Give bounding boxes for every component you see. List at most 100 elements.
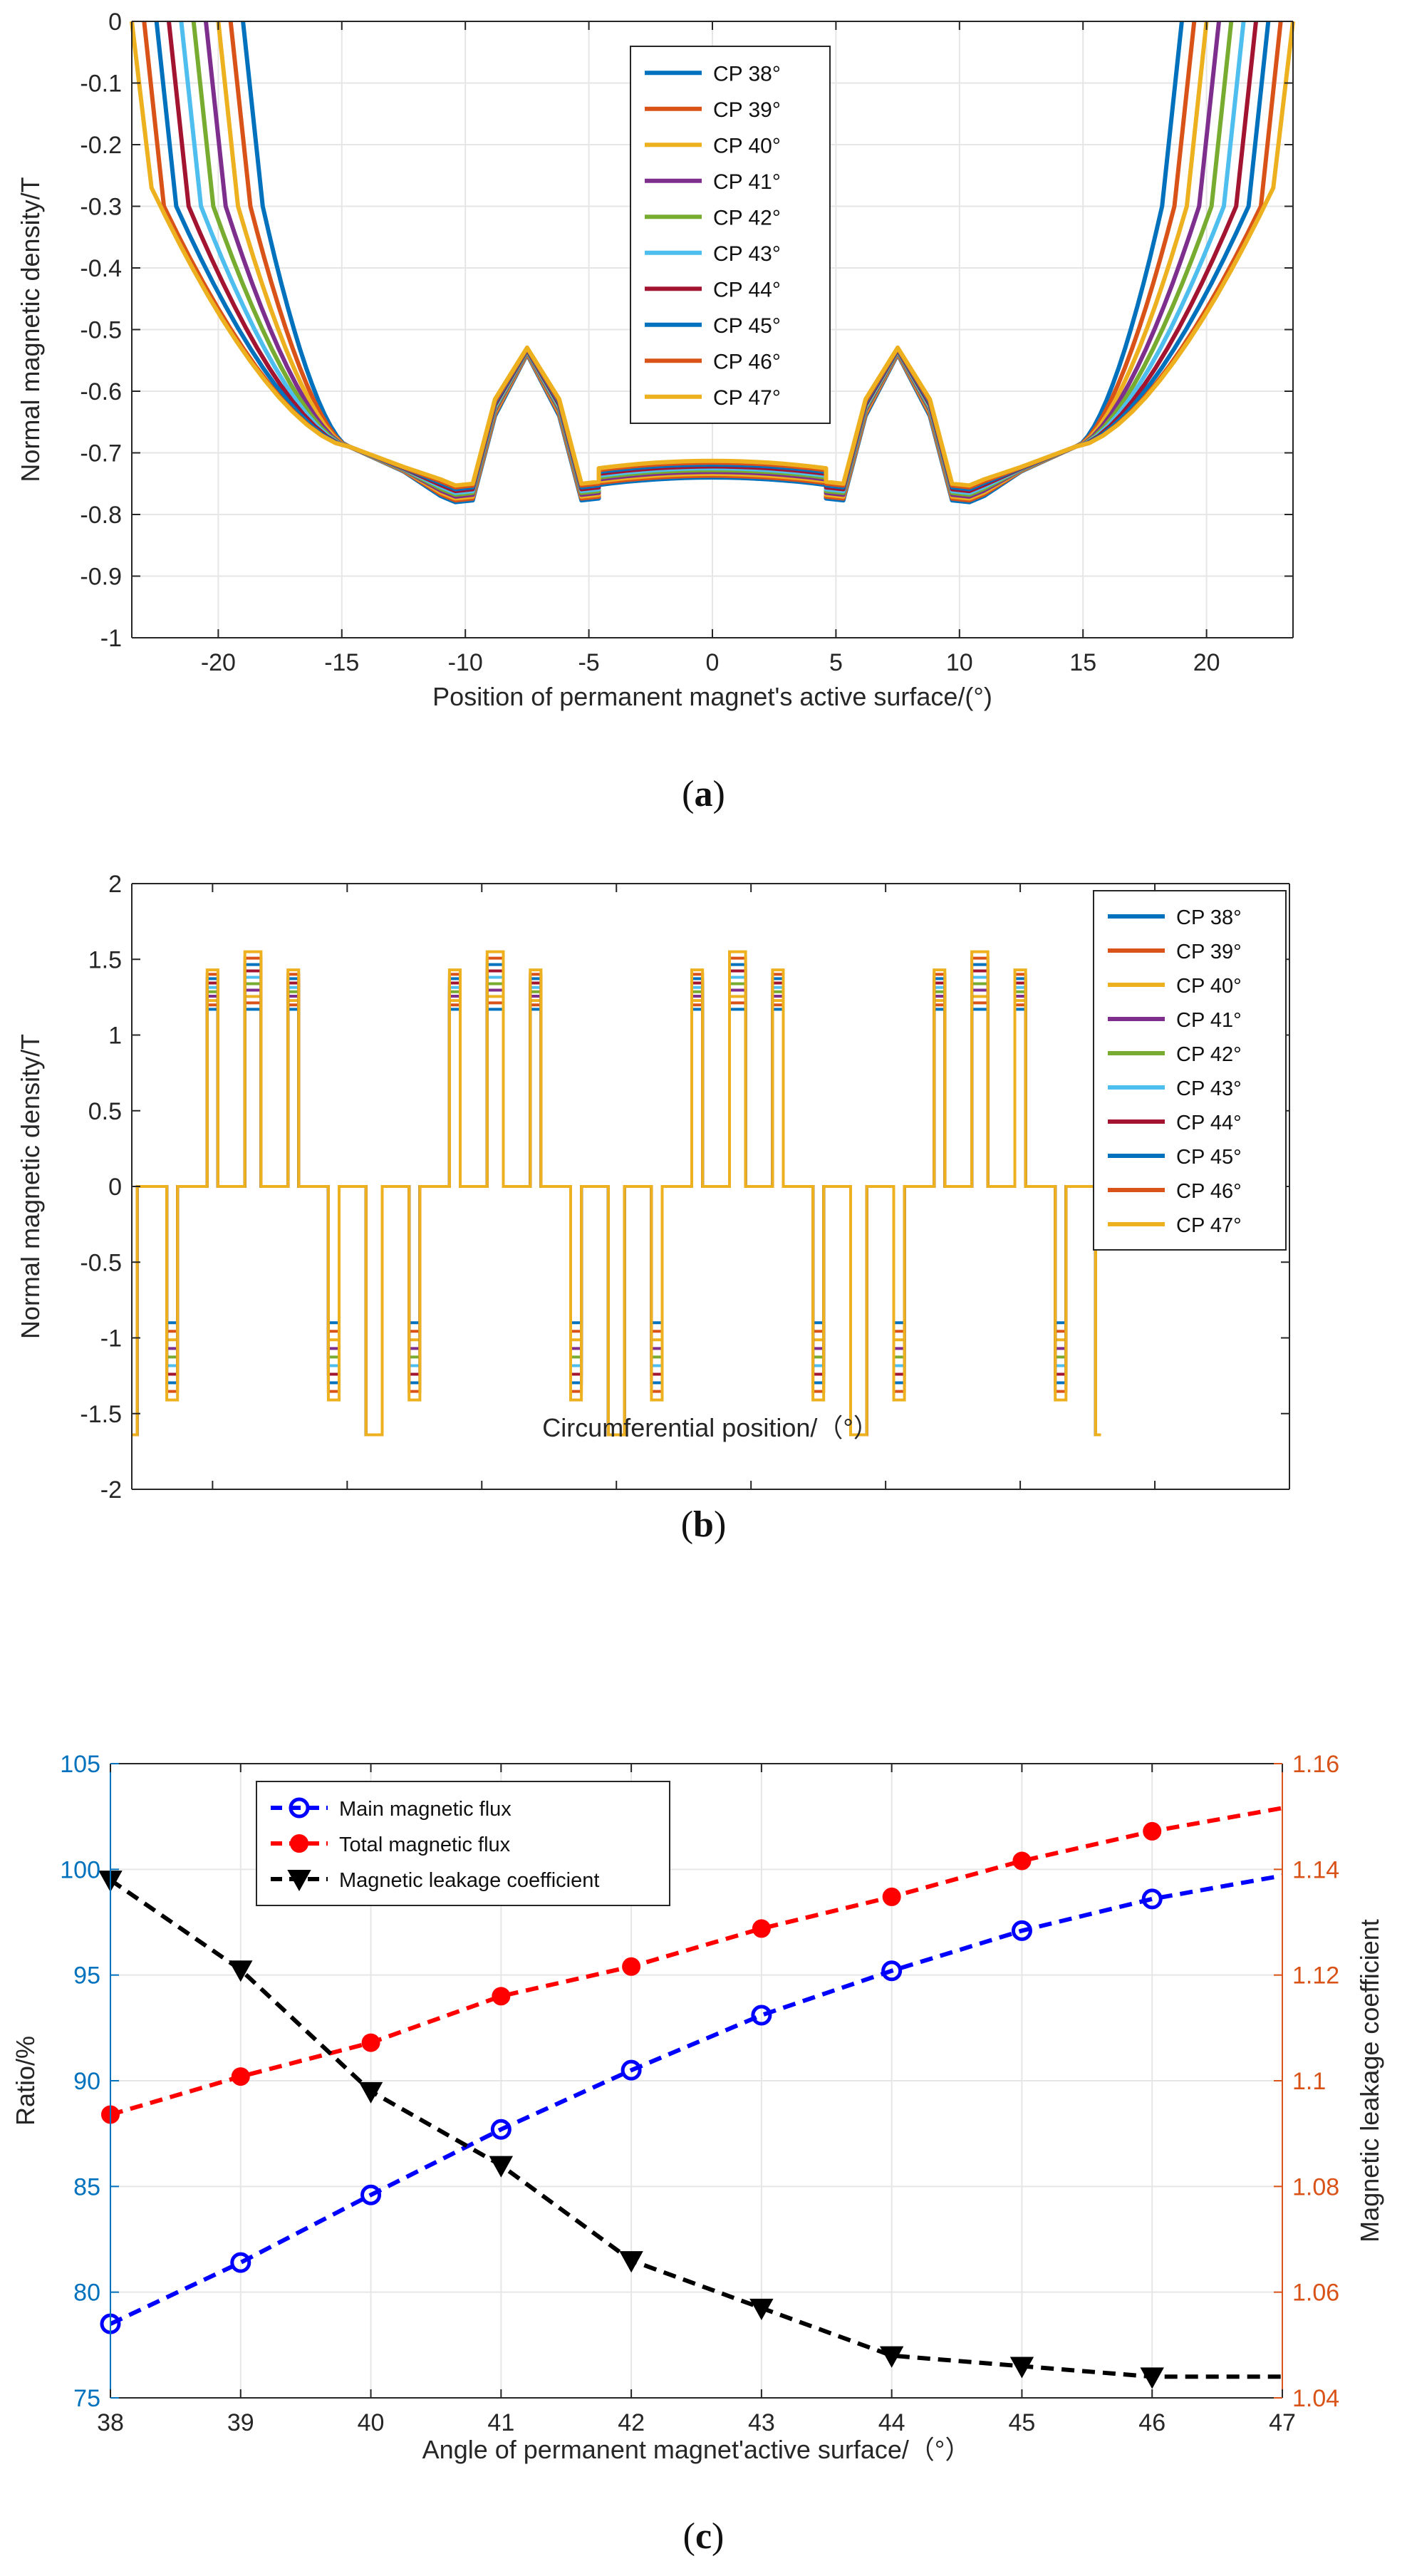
series-line-2 xyxy=(110,1806,1283,2117)
y-tick-label: -0.8 xyxy=(80,502,122,529)
data-point xyxy=(1143,1821,1162,1841)
data-point xyxy=(882,1887,901,1906)
legend-entry: CP 38° xyxy=(713,62,781,86)
legend-entry: CP 46° xyxy=(1176,1180,1242,1203)
data-point xyxy=(1012,1851,1032,1871)
legend-entry: CP 46° xyxy=(713,350,781,373)
y-axis-label: Normal magnetic density/T xyxy=(16,1034,45,1339)
y-tick-label: 85 xyxy=(73,2173,100,2200)
y-axis-label: Normal magnetic density/T xyxy=(16,177,45,482)
caption-b: (b) xyxy=(680,1504,727,1545)
panel-b: -150-100-5005010015020025021.510.50-0.5-… xyxy=(0,841,1407,1575)
series-group xyxy=(98,1806,1283,2389)
x-tick-label: -5 xyxy=(578,649,599,676)
y-tick-label: 0 xyxy=(108,9,122,36)
data-point xyxy=(622,1957,641,1976)
data-point xyxy=(619,2251,643,2273)
x-tick-label: 45 xyxy=(1009,2409,1036,2436)
series-group xyxy=(130,21,1295,505)
y-right-tick-label: 1.14 xyxy=(1292,1856,1339,1883)
y-tick-label: -0.3 xyxy=(80,194,122,221)
y-right-tick-label: 1.12 xyxy=(1292,1962,1339,1990)
y-right-tick-label: 1.06 xyxy=(1292,2280,1339,2307)
caption-c: (c) xyxy=(682,2516,725,2557)
legend-marker xyxy=(287,1870,311,1892)
y-tick-label: 0.5 xyxy=(88,1098,122,1125)
x-tick-label: 20 xyxy=(1193,649,1220,676)
data-point xyxy=(492,1987,511,2006)
data-point xyxy=(231,2067,250,2086)
data-point xyxy=(879,2346,904,2368)
legend-entry: CP 42° xyxy=(713,206,781,229)
y-tick-label: 90 xyxy=(73,2068,100,2095)
y-right-axis-label: Magnetic leakage coefficient xyxy=(1355,1919,1384,2243)
chart-b: -150-100-5005010015020025021.510.50-0.5-… xyxy=(16,871,1290,1500)
y-tick-label: -0.5 xyxy=(80,317,122,344)
y-tick-label: -1.5 xyxy=(80,1401,122,1428)
y-tick-label: -2 xyxy=(100,1476,122,1500)
x-tick-label: 42 xyxy=(618,2409,645,2436)
series-line-10 xyxy=(130,21,1295,488)
x-tick-label: 0 xyxy=(706,649,720,676)
y-tick-label: 0 xyxy=(108,1174,122,1201)
y-tick-label: -0.9 xyxy=(80,564,122,591)
series-group xyxy=(132,950,1101,1437)
legend-entry: CP 40° xyxy=(1176,975,1242,998)
data-point xyxy=(1141,1888,1163,1910)
data-point xyxy=(749,2298,774,2320)
data-point xyxy=(490,2119,512,2140)
data-point xyxy=(621,2059,642,2081)
legend-entry: Total magnetic flux xyxy=(339,1833,511,1856)
y-tick-label: -1 xyxy=(100,625,122,652)
data-point xyxy=(1140,2367,1164,2389)
panel-a: -20 -15 -10 -5 0 5 10 15 20 0 -0.1 -0.2 -0.3 -0.4 -0.5… xyxy=(0,0,1407,841)
x-tick-label: 41 xyxy=(487,2409,514,2436)
x-tick-label: 5 xyxy=(829,649,843,676)
y-tick-label: -0.6 xyxy=(80,378,122,405)
legend-entry: CP 43° xyxy=(1176,1077,1242,1100)
y-right-tick-label: 1.1 xyxy=(1292,2068,1326,2095)
legend-marker xyxy=(289,1797,310,1819)
x-axis-label: Angle of permanent magnet'active surface… xyxy=(422,2435,971,2464)
data-point xyxy=(752,1919,771,1938)
chart-a: -20 -15 -10 -5 0 5 10 15 20 0 -0.1 -0.2 -0.3 -0.4 -0.5… xyxy=(16,9,1295,711)
legend-entry: CP 41° xyxy=(1176,1009,1242,1032)
y-tick-label: 1.5 xyxy=(88,946,122,973)
x-tick-label: 10 xyxy=(946,649,973,676)
legend-entry: CP 44° xyxy=(1176,1112,1242,1134)
legend-entry: CP 40° xyxy=(713,134,781,157)
data-point xyxy=(229,1960,253,1982)
data-point xyxy=(358,2081,383,2104)
x-tick-label: 44 xyxy=(878,2409,905,2436)
x-tick-label: -15 xyxy=(324,649,359,676)
x-axis-label: Position of permanent magnet's active su… xyxy=(432,682,992,711)
y-tick-label: 95 xyxy=(73,1962,100,1990)
y-tick-label: 1 xyxy=(108,1023,122,1050)
y-tick-label: -0.5 xyxy=(80,1249,122,1276)
data-point xyxy=(1009,2357,1034,2379)
x-tick-label: 46 xyxy=(1138,2409,1165,2436)
legend-entry: CP 38° xyxy=(1176,906,1242,929)
y-right-tick-label: 1.08 xyxy=(1292,2173,1339,2200)
x-tick-label: -10 xyxy=(448,649,483,676)
x-tick-label: 15 xyxy=(1069,649,1096,676)
series-line-3 xyxy=(109,1878,1282,2379)
x-tick-label: -20 xyxy=(201,649,236,676)
legend-entry: CP 41° xyxy=(713,170,781,194)
legend-marker xyxy=(290,1834,308,1853)
y-tick-label: -0.2 xyxy=(80,132,122,159)
y-tick-label: 80 xyxy=(73,2280,100,2307)
legend-entry: CP 43° xyxy=(713,242,781,266)
legend-entry: CP 47° xyxy=(713,386,781,410)
panel-c: 38 39 40 41 42 43 44 45 46 47 75 80 85 90 95 100 105 1.04… xyxy=(0,1575,1407,2576)
x-tick-label: 47 xyxy=(1269,2409,1296,2436)
legend-entry: CP 45° xyxy=(1176,1146,1242,1169)
data-point xyxy=(489,2156,514,2178)
y-right-tick-label: 1.16 xyxy=(1292,1751,1339,1778)
y-tick-label: 100 xyxy=(60,1856,100,1883)
y-tick-label: 105 xyxy=(60,1751,100,1778)
legend-entry: Magnetic leakage coefficient xyxy=(339,1869,599,1892)
data-point xyxy=(230,2252,251,2273)
x-tick-label: 40 xyxy=(358,2409,385,2436)
legend-entry: CP 47° xyxy=(1176,1214,1242,1237)
